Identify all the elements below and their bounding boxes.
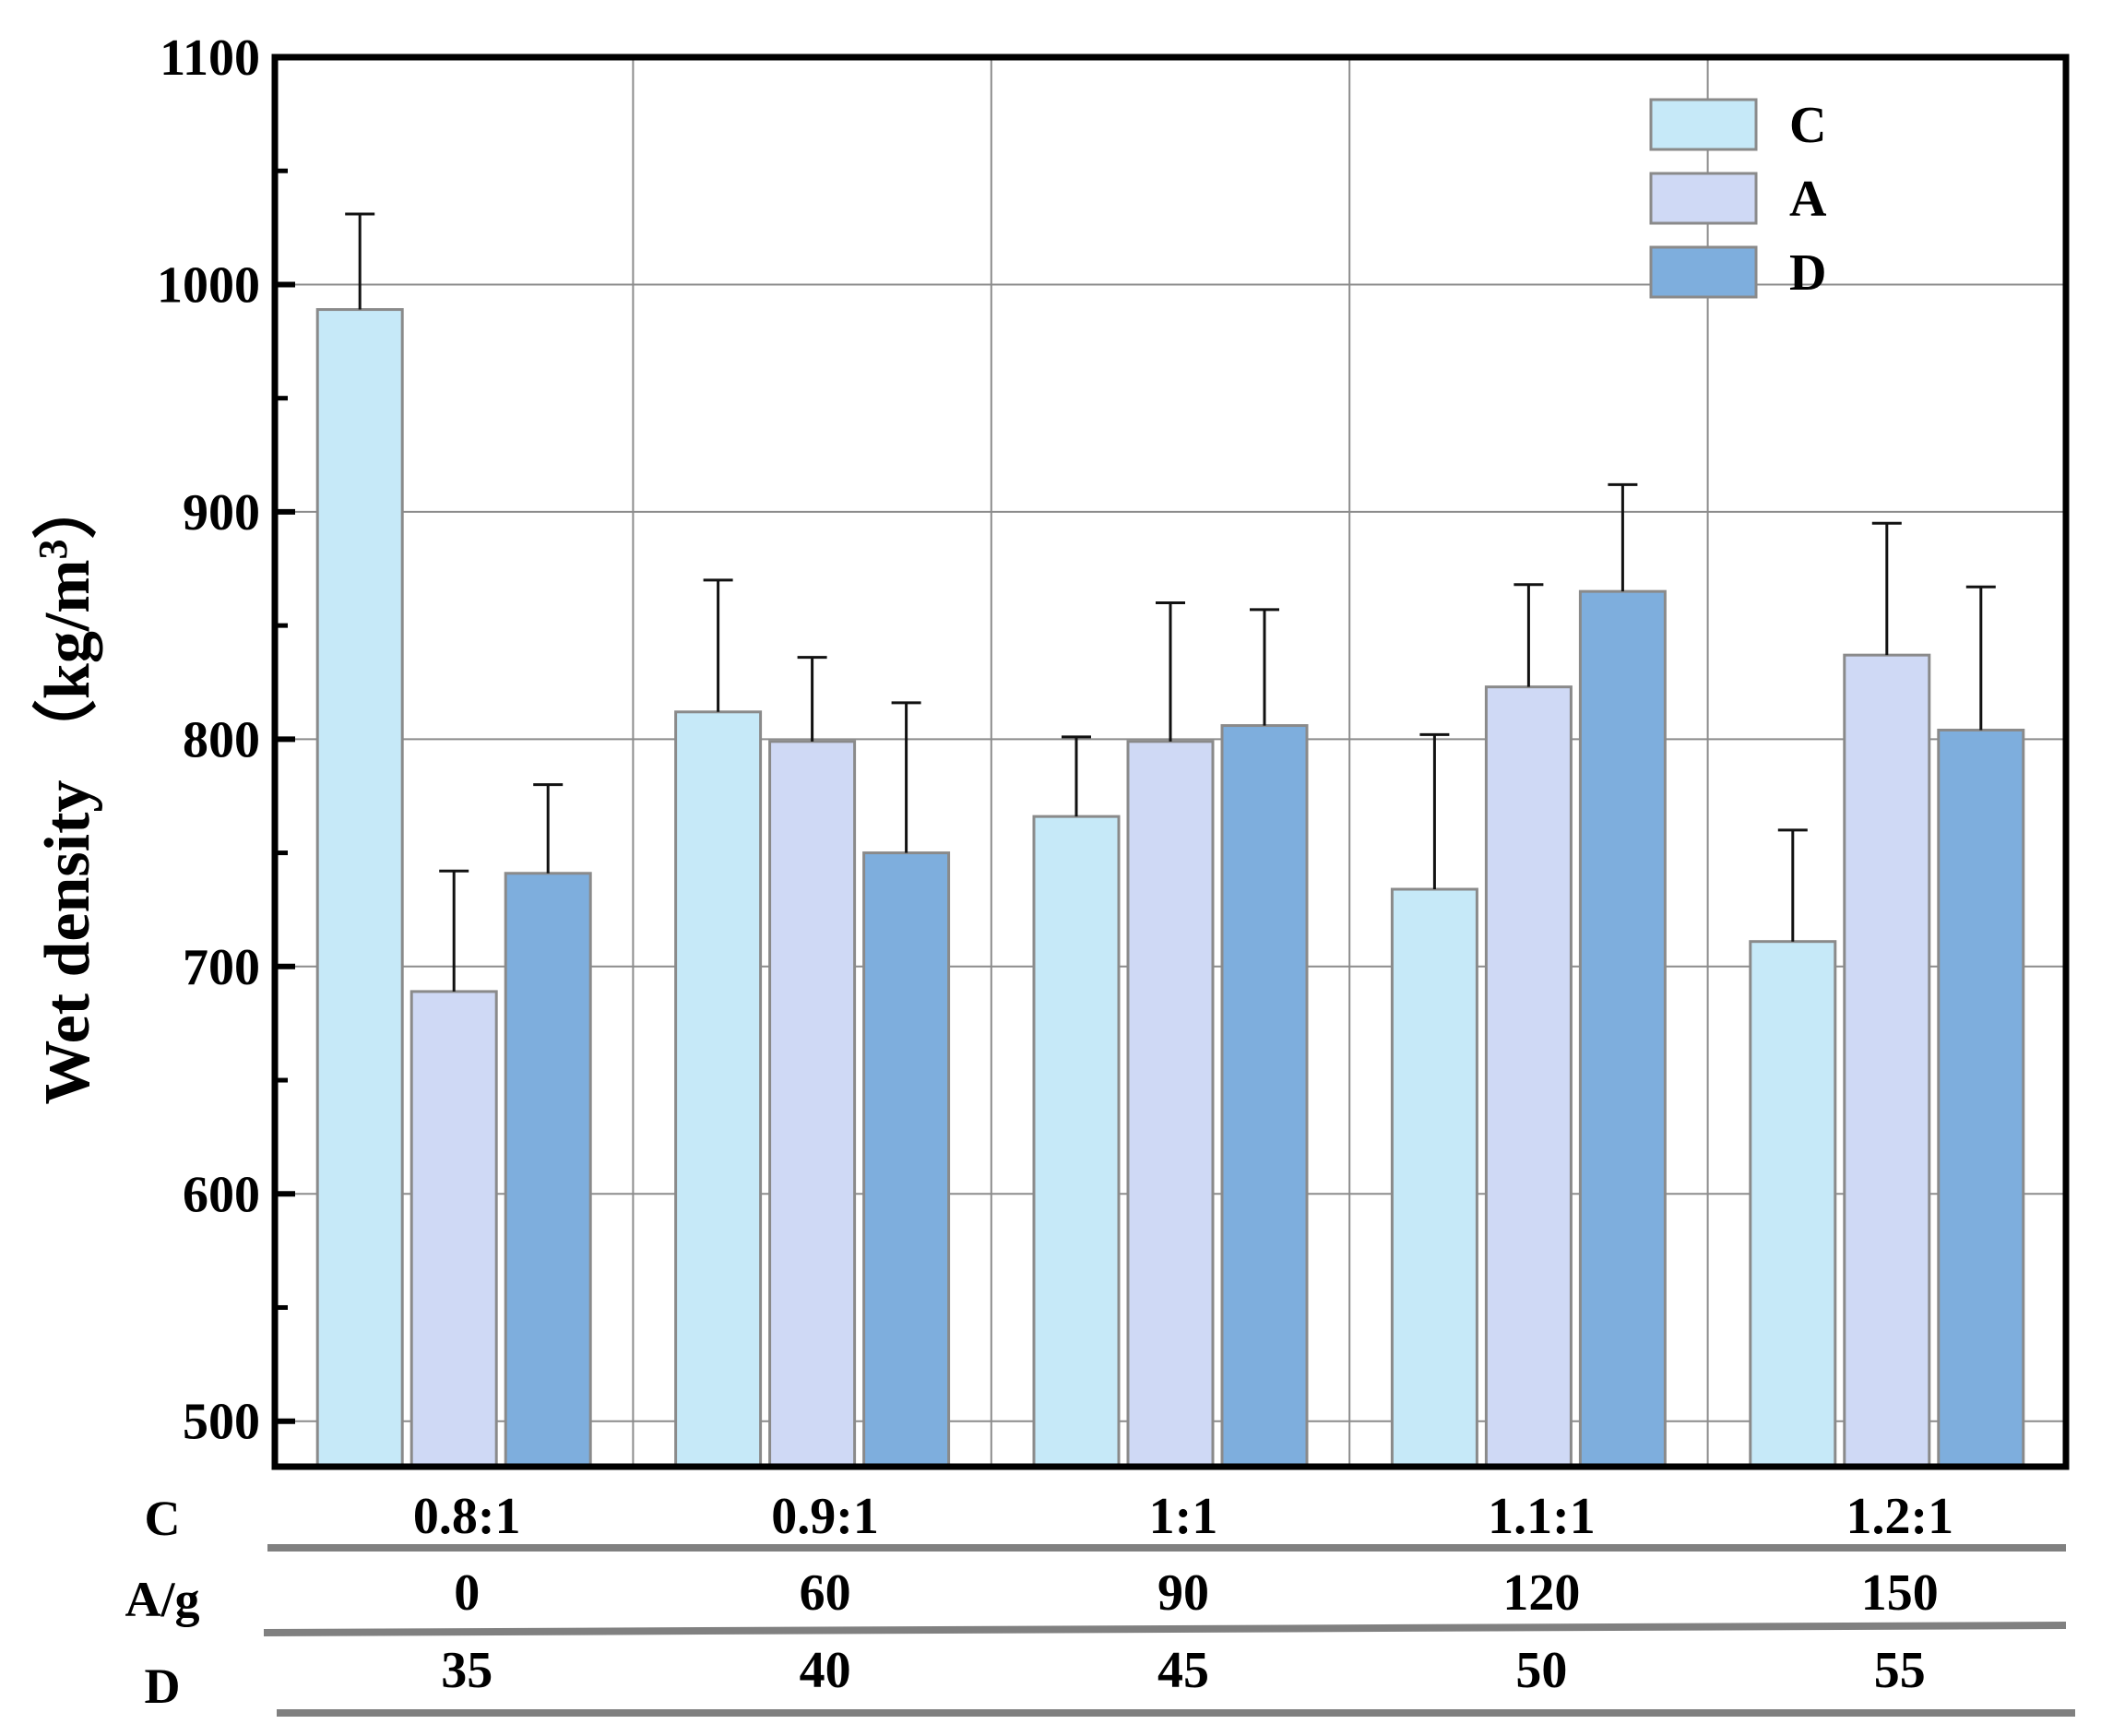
y-tick-label: 900 (183, 484, 260, 541)
table-cell: 1:1 (1149, 1488, 1218, 1545)
bar-A-2 (1126, 740, 1215, 1468)
y-tick-label: 1100 (160, 30, 260, 87)
bar-A-3 (1484, 685, 1573, 1468)
y-tick-label: 800 (183, 711, 260, 768)
legend: CAD (1649, 97, 1827, 302)
bar-C-4 (1749, 940, 1837, 1468)
table-cell: 1.2:1 (1846, 1488, 1953, 1545)
table-row-title: A/g (125, 1572, 200, 1627)
bar-C-0 (315, 308, 404, 1468)
y-axis: 500 600 700 800 900 1000 1100 (157, 30, 295, 1451)
plot-frame (271, 54, 2070, 1470)
legend-label-A: A (1789, 171, 1827, 228)
bar-D-2 (1220, 724, 1309, 1468)
bar-A-1 (768, 740, 857, 1468)
bar-A-0 (410, 990, 498, 1468)
bar-A-4 (1843, 653, 1931, 1468)
table-row-title: C (145, 1491, 181, 1546)
bar-D-1 (862, 851, 951, 1468)
table-cell: 0.8:1 (413, 1488, 521, 1545)
table-cell: 40 (800, 1642, 851, 1699)
bar-D-4 (1937, 728, 2025, 1468)
table-cell: 150 (1861, 1564, 1939, 1622)
legend-swatch-A (1649, 172, 1758, 225)
table-row-title: D (145, 1659, 181, 1714)
legend-label-C: C (1789, 97, 1826, 154)
table-cell: 55 (1874, 1642, 1926, 1699)
bar-C-1 (674, 710, 763, 1468)
bar-C-2 (1032, 814, 1121, 1468)
table-cell: 1.1:1 (1488, 1488, 1596, 1545)
table-cell: 45 (1157, 1642, 1209, 1699)
bar-D-0 (504, 872, 592, 1468)
y-tick-label: 700 (183, 939, 260, 996)
legend-swatch-D (1649, 245, 1758, 299)
table-cell: 0.9:1 (771, 1488, 879, 1545)
bar-D-3 (1578, 589, 1667, 1468)
legend-label-D: D (1789, 244, 1826, 302)
bars (315, 212, 2025, 1468)
table-cell: 50 (1515, 1642, 1567, 1699)
table-rule (263, 1622, 2067, 1636)
table-cell: 120 (1502, 1564, 1580, 1622)
y-tick-label: 1000 (157, 256, 260, 314)
y-tick-label: 500 (183, 1394, 260, 1451)
table-cell: 60 (800, 1564, 851, 1622)
y-tick-label: 600 (183, 1166, 260, 1223)
table-cell: 90 (1157, 1564, 1209, 1622)
y-axis-label: Wet density （kg/m3） (30, 474, 103, 1104)
category-table: C 0.8:1 0.9:1 1:1 1.1:1 1.2:1 A/g 0 60 90 120 150 D 3… (125, 1488, 2075, 1717)
table-cell: 0 (454, 1564, 480, 1622)
bar-C-3 (1390, 887, 1478, 1468)
table-cell: 35 (441, 1642, 493, 1699)
legend-swatch-C (1649, 98, 1758, 151)
